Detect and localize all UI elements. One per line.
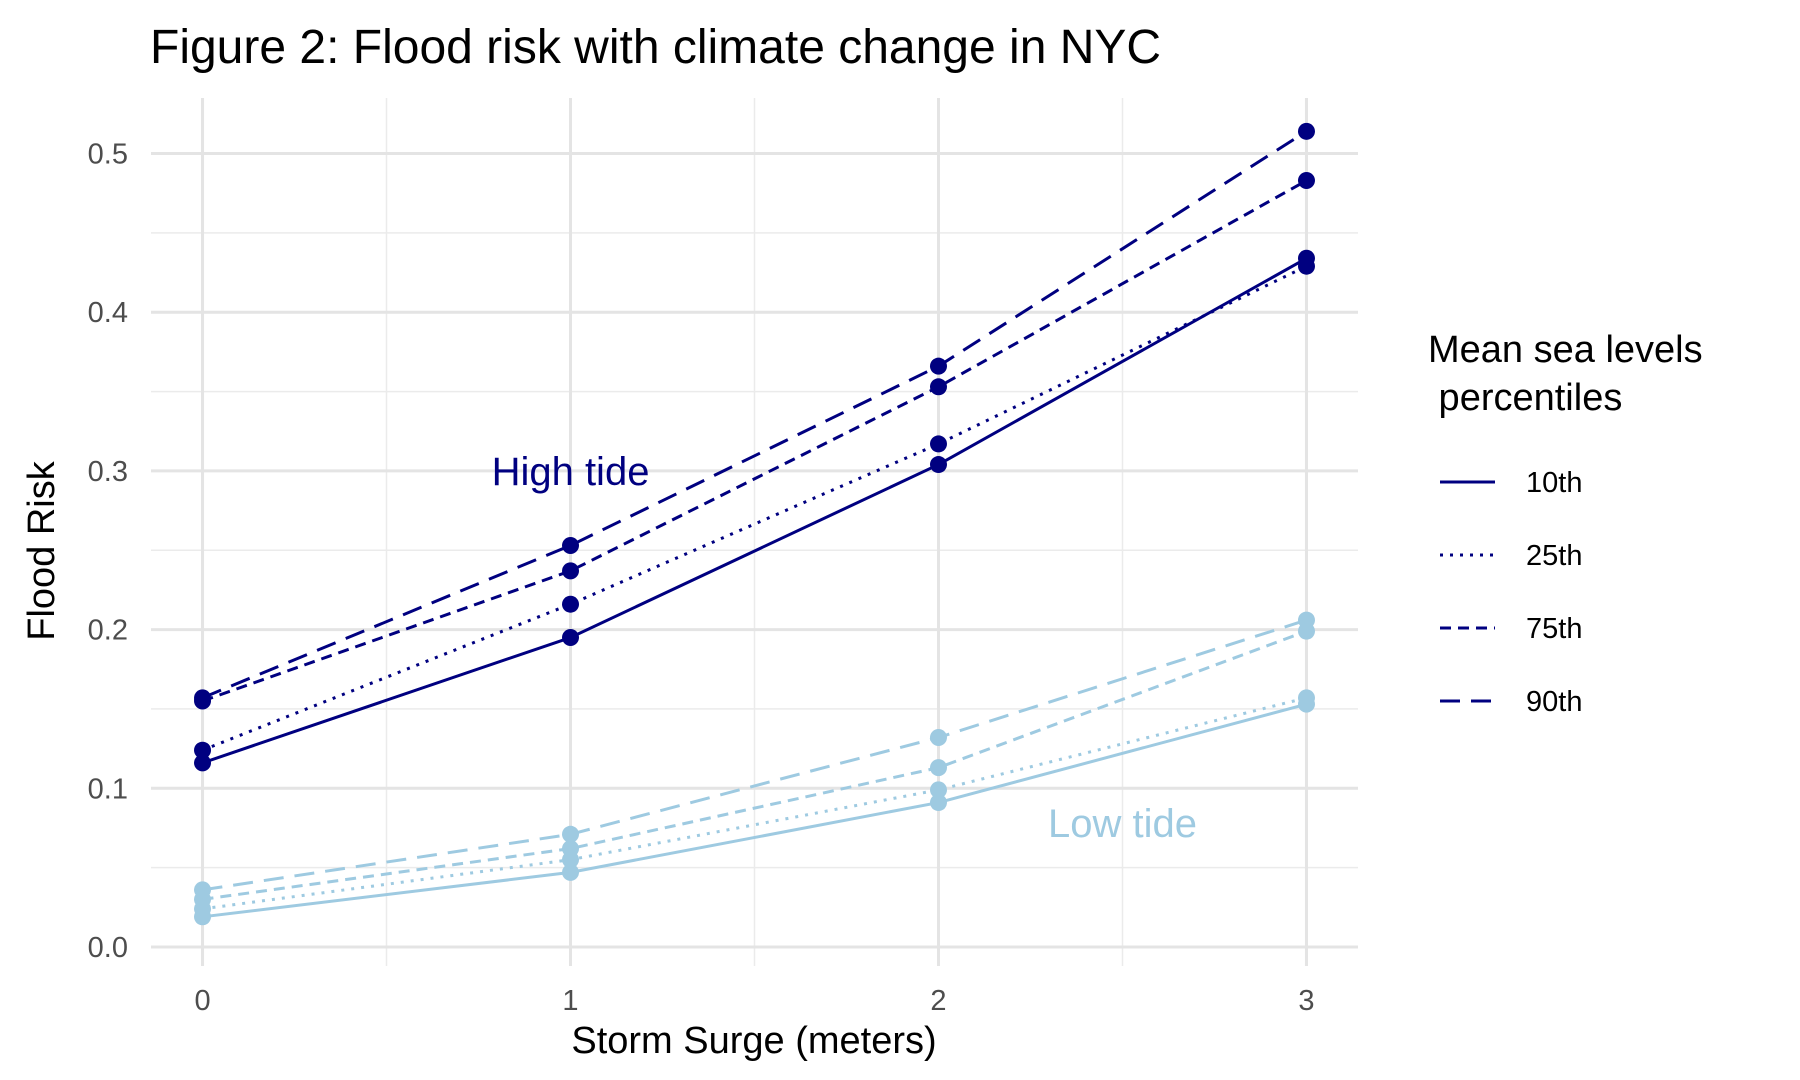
data-point-low-tide-75th <box>929 759 947 777</box>
series-line-low-tide-90th <box>202 618 1307 892</box>
data-point-low-tide-10th <box>929 794 947 812</box>
plot-grid <box>151 98 1358 966</box>
legend-title-line-2: percentiles <box>1428 377 1622 419</box>
series-line-high-tide-75th <box>202 179 1308 703</box>
data-point-high-tide-25th <box>1297 257 1315 275</box>
series-line-high-tide-10th <box>202 256 1308 765</box>
y-tick-label: 0.2 <box>88 615 128 647</box>
x-tick-label: 2 <box>930 985 946 1017</box>
series-line-high-tide-25th <box>201 264 1308 752</box>
legend-label-25th: 25th <box>1526 540 1582 572</box>
y-tick-label: 0.4 <box>88 297 128 329</box>
data-point-high-tide-90th <box>194 689 212 707</box>
series-line-high-tide-90th <box>201 130 1308 700</box>
data-point-low-tide-25th <box>929 781 947 799</box>
plot-series <box>194 122 1315 926</box>
y-axis-ticks: 0.0 0.1 0.2 0.3 0.4 0.5 <box>88 139 128 964</box>
legend: Mean sea levels percentiles 10th 25th 75th… <box>1428 329 1703 718</box>
series-line-low-tide-75th <box>202 629 1308 901</box>
data-point-high-tide-90th <box>1297 122 1315 140</box>
data-point-high-tide-10th <box>562 629 580 647</box>
y-tick-label: 0.3 <box>88 456 128 488</box>
data-point-high-tide-75th <box>929 378 947 396</box>
data-point-high-tide-90th <box>929 357 947 375</box>
data-point-high-tide-90th <box>562 536 580 554</box>
data-point-high-tide-10th <box>194 754 212 772</box>
plot-annotations: High tide Low tide <box>492 450 1197 846</box>
legend-label-90th: 90th <box>1526 686 1582 718</box>
legend-title-line-1: Mean sea levels <box>1428 329 1703 371</box>
low-tide-label: Low tide <box>1048 802 1197 846</box>
data-point-low-tide-90th <box>929 728 947 746</box>
y-tick-label: 0.0 <box>88 932 128 964</box>
data-point-low-tide-25th <box>1297 689 1315 707</box>
chart-title: Figure 2: Flood risk with climate change… <box>150 21 1161 74</box>
y-tick-label: 0.1 <box>88 773 128 805</box>
data-point-high-tide-25th <box>194 741 212 759</box>
y-tick-label: 0.5 <box>88 139 128 171</box>
data-point-high-tide-75th <box>1297 172 1315 190</box>
data-point-high-tide-10th <box>929 456 947 474</box>
series-line-low-tide-10th <box>202 702 1307 919</box>
high-tide-label: High tide <box>492 450 650 494</box>
data-point-low-tide-90th <box>562 825 580 843</box>
legend-label-10th: 10th <box>1526 467 1582 499</box>
data-point-low-tide-75th <box>562 840 580 858</box>
x-tick-label: 0 <box>194 985 210 1017</box>
data-point-high-tide-25th <box>562 595 580 613</box>
x-axis-title: Storm Surge (meters) <box>571 1020 936 1062</box>
legend-label-75th: 75th <box>1526 613 1582 645</box>
data-point-high-tide-75th <box>562 562 580 580</box>
x-tick-label: 3 <box>1298 985 1314 1017</box>
y-axis-title: Flood Risk <box>21 460 63 640</box>
data-point-high-tide-25th <box>929 435 947 453</box>
x-axis-ticks: 0 1 2 3 <box>194 985 1314 1017</box>
data-point-low-tide-10th <box>562 863 580 881</box>
x-tick-label: 1 <box>562 985 578 1017</box>
data-point-low-tide-90th <box>1297 611 1315 629</box>
data-point-low-tide-90th <box>194 881 212 899</box>
